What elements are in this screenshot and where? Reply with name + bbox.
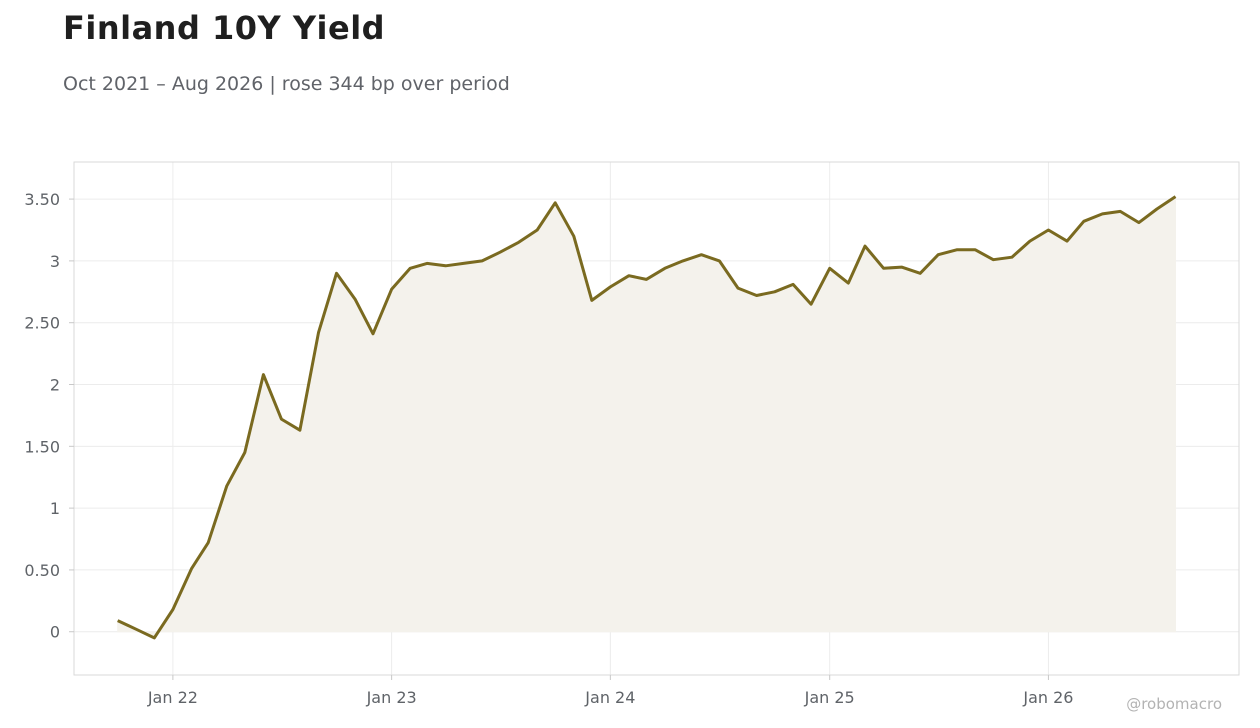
series-line (117, 195, 1177, 640)
y-tick-label: 3.50 (24, 190, 60, 209)
x-axis-ticks: Jan 22 Jan 23 Jan 24 Jan 25 Jan 26 (147, 675, 1073, 707)
x-tick-label: Jan 26 (1022, 688, 1073, 707)
watermark: @robomacro (1126, 695, 1222, 713)
x-tick-label: Jan 24 (584, 688, 635, 707)
y-tick-label: 2 (50, 376, 60, 395)
chart-subtitle: Oct 2021 – Aug 2026 | rose 344 bp over p… (63, 73, 510, 95)
y-tick-label: 0 (50, 623, 60, 642)
y-tick-label: 2.50 (24, 314, 60, 333)
y-tick-label: 3 (50, 252, 60, 271)
y-axis-ticks: 0 0.50 1 1.50 2 2.50 3 3.50 (24, 190, 74, 642)
y-tick-label: 0.50 (24, 561, 60, 580)
x-tick-label: Jan 25 (804, 688, 855, 707)
x-tick-label: Jan 23 (366, 688, 417, 707)
plot-frame (73, 161, 1240, 676)
chart-title: Finland 10Y Yield (63, 9, 386, 47)
y-tick-label: 1 (50, 499, 60, 518)
x-tick-label: Jan 22 (147, 688, 198, 707)
y-tick-label: 1.50 (24, 437, 60, 456)
series-area-fill (117, 195, 1176, 639)
